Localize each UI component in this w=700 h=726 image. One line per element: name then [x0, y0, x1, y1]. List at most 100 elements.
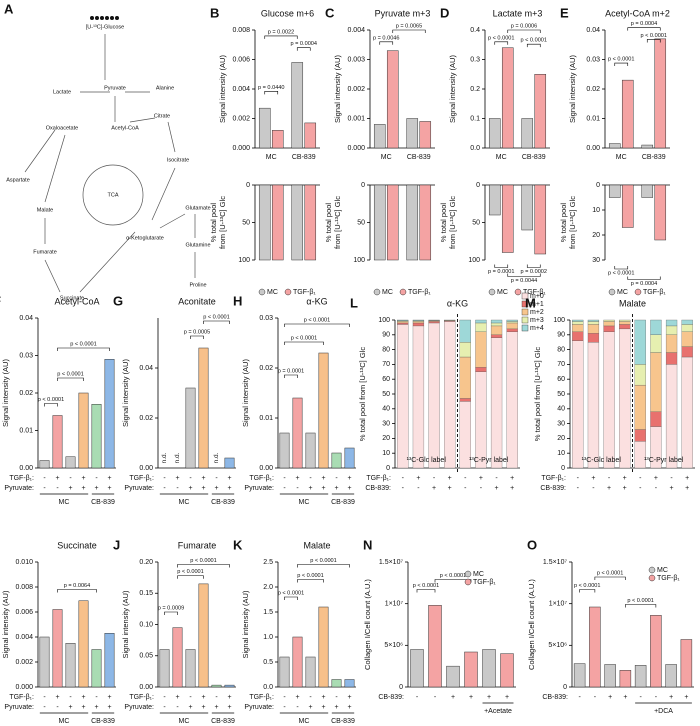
condition-sign: - — [577, 485, 580, 492]
y-tick-label: 2.0 — [263, 584, 273, 591]
condition-sign: - — [639, 694, 642, 701]
bar — [419, 121, 432, 149]
legend-swatch — [521, 292, 529, 300]
bar-segment — [459, 319, 471, 343]
bar-segment — [665, 364, 678, 469]
condition-sign: + — [608, 694, 612, 701]
panel-title: Succinate — [57, 540, 97, 550]
p-value: p < 0.0001 — [440, 573, 467, 579]
bar — [78, 392, 89, 469]
condition-name: TGF-β₁: — [249, 694, 274, 701]
legend-marker — [488, 288, 496, 296]
bar-segment — [634, 429, 646, 442]
bar — [654, 184, 667, 241]
legend-swatch — [521, 324, 529, 332]
condition-sign: - — [655, 694, 658, 701]
y-tick-label: 10 — [592, 207, 600, 214]
y-tick-label: 0.04 — [139, 365, 153, 372]
condition-sign: - — [464, 475, 467, 482]
condition-sign: - — [283, 704, 286, 711]
y-tick-label: 10 — [557, 450, 565, 457]
condition-sign: - — [95, 694, 98, 701]
panel-title: Acetyl-CoA m+2 — [605, 8, 670, 18]
condition-sign: + — [188, 485, 192, 492]
bar — [410, 649, 424, 688]
condition-sign: + — [505, 694, 509, 701]
y-axis-label: Signal intensity (AU) — [333, 55, 342, 123]
condition-sign: - — [335, 475, 338, 482]
y-tick-label: 1.5×10⁷ — [379, 559, 404, 566]
bar-segment — [681, 324, 693, 332]
condition-sign: - — [43, 485, 46, 492]
significance-bracket — [646, 39, 661, 43]
condition-sign: + — [685, 485, 689, 492]
legend-swatch — [521, 316, 529, 324]
bar-segment — [506, 319, 518, 322]
group-label: ¹³C-Pyr label — [469, 457, 509, 464]
condition-sign: + — [94, 485, 98, 492]
panel-title: α-KG — [447, 298, 468, 308]
legend-swatch — [521, 308, 529, 316]
pathway-node: Oxaloacetate — [46, 125, 78, 131]
condition-sign: - — [163, 694, 166, 701]
condition-name: Pyruvate: — [124, 704, 154, 711]
y-tick-label: 0.01 — [19, 427, 33, 434]
legend-marker — [373, 288, 381, 296]
bar-segment — [634, 384, 646, 430]
condition-sign: - — [283, 475, 286, 482]
significance-bracket — [507, 273, 541, 277]
bar-segment — [665, 325, 678, 335]
y-tick-label: 30 — [382, 420, 390, 427]
significance-bracket — [379, 41, 394, 45]
significance-bracket — [526, 264, 541, 268]
y-tick-label: 30 — [592, 257, 600, 264]
condition-sign: + — [81, 694, 85, 701]
y-tick-label: 70 — [382, 361, 390, 368]
y-tick-label: 5×10⁶ — [384, 642, 403, 649]
bar-segment — [572, 321, 584, 325]
glucose-carbons — [90, 16, 119, 20]
y-tick-label: 1×10⁷ — [385, 601, 404, 608]
condition-sign: + — [510, 475, 514, 482]
p-value: p < 0.0001 — [627, 598, 654, 604]
condition-sign: + — [227, 475, 231, 482]
bar — [198, 347, 209, 469]
condition-sign: + — [623, 475, 627, 482]
condition-sign: - — [309, 694, 312, 701]
bar-segment — [650, 352, 662, 412]
significance-bracket — [494, 41, 509, 45]
y-tick-label: 20 — [592, 232, 600, 239]
panel-label: G — [113, 293, 123, 308]
condition-name: TGF-β₁: — [9, 475, 34, 482]
condition-name: Pyruvate: — [244, 485, 274, 492]
x-tick-label: MC — [616, 154, 627, 161]
x-tick-label: CB-839 — [292, 154, 316, 161]
p-value: p = 0.0065 — [396, 23, 423, 29]
bar-segment — [397, 324, 409, 469]
bar-segment — [490, 334, 503, 338]
bar — [619, 670, 632, 688]
y-tick-label: 10 — [382, 450, 390, 457]
y-tick-label: 40 — [557, 406, 565, 413]
bar — [386, 184, 399, 261]
y-tick-label: 0.01 — [586, 115, 600, 122]
bar-segment — [650, 334, 662, 353]
panel-label: L — [350, 295, 358, 310]
legend-marker — [284, 288, 292, 296]
bar-segment — [572, 340, 584, 469]
y-tick-label: 0.002 — [15, 659, 33, 666]
legend-label: TGF-β₁ — [293, 289, 316, 296]
y-axis-label: Signal intensity (AU) — [218, 55, 227, 123]
condition-sign: - — [402, 485, 405, 492]
y-tick-label: 50 — [242, 219, 250, 226]
panel-label: D — [440, 5, 449, 20]
pathway-node: Lactate — [53, 89, 71, 95]
bar — [271, 130, 284, 149]
p-value: p = 0.0004 — [631, 281, 658, 287]
panel-label: H — [233, 293, 242, 308]
significance-bracket — [494, 264, 509, 268]
condition-sign: + — [479, 475, 483, 482]
legend-marker — [608, 288, 616, 296]
legend-marker — [464, 570, 472, 578]
p-value: p = 0.0001 — [488, 269, 515, 275]
